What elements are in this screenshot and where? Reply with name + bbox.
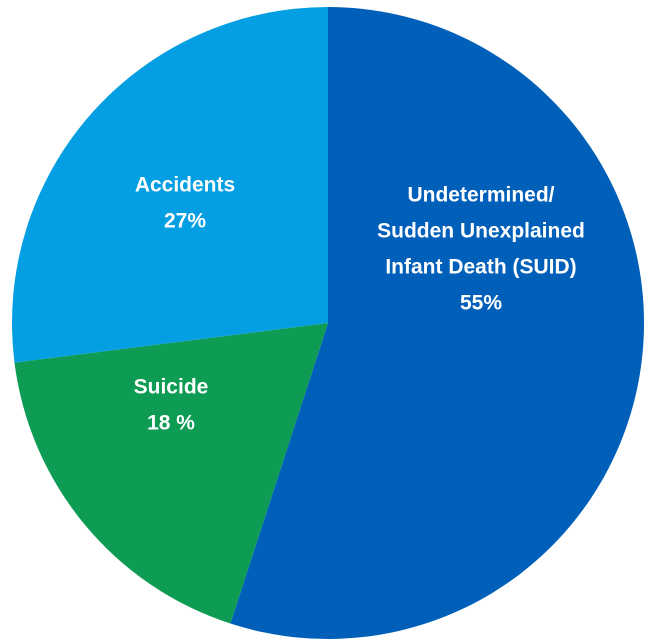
pie-slices	[12, 7, 644, 639]
slice-name-label: Accidents	[135, 174, 235, 197]
slice-value-label: 27%	[164, 210, 206, 233]
slice-name-label: Suicide	[134, 376, 209, 399]
slice-value-label: 55%	[460, 292, 502, 315]
slice-name-label: Undetermined/	[407, 184, 554, 207]
slice-name-label: Sudden Unexplained	[377, 220, 585, 243]
slice-value-label: 18 %	[147, 412, 195, 435]
slice-name-label: Infant Death (SUID)	[385, 256, 576, 279]
